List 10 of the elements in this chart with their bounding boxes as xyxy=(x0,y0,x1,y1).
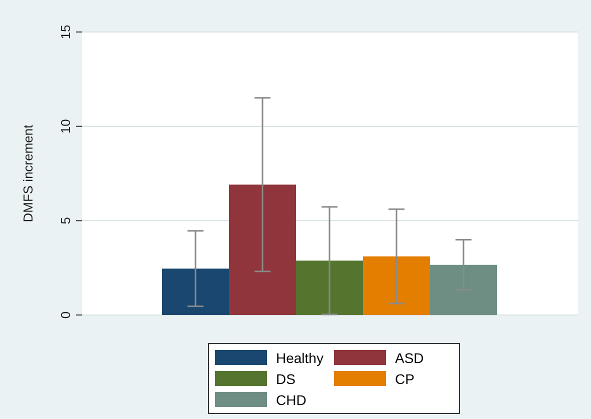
legend-label: DS xyxy=(276,370,296,386)
y-tick-label: 10 xyxy=(58,119,73,134)
legend-label: Healthy xyxy=(276,350,324,366)
y-tick-label: 5 xyxy=(58,217,73,224)
legend-label: ASD xyxy=(395,350,424,366)
y-tick-label: 15 xyxy=(58,24,73,40)
y-tick-label: 0 xyxy=(58,311,73,319)
y-axis-title: DMFS increment xyxy=(20,124,36,222)
legend-label: CP xyxy=(395,370,414,386)
legend-label: CHD xyxy=(276,392,306,408)
